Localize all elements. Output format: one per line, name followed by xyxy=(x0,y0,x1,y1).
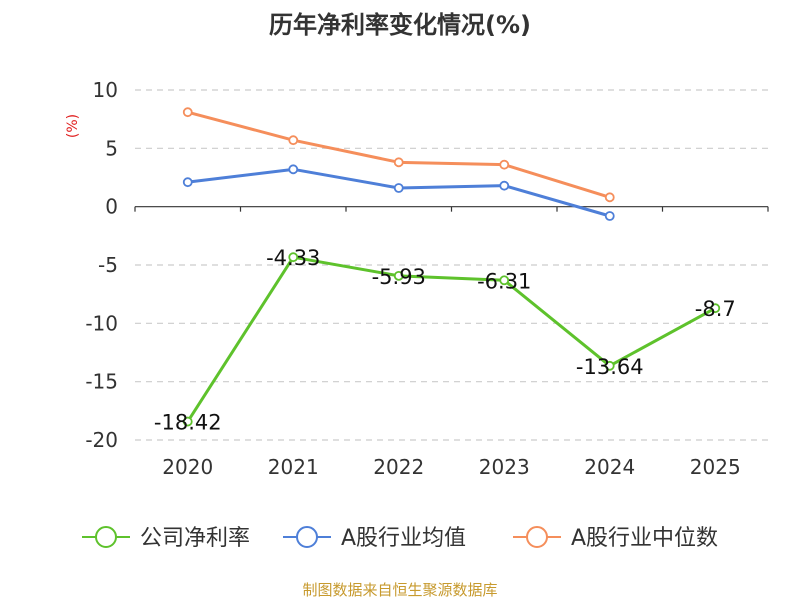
data-point-2-1 xyxy=(288,135,299,146)
data-label-2021: -4.33 xyxy=(266,246,320,270)
series-line-0 xyxy=(186,255,716,423)
x-tick-label-2022: 2022 xyxy=(373,455,424,479)
data-point-2-0 xyxy=(182,107,193,118)
legend-label: A股行业中位数 xyxy=(571,526,718,551)
data-point-2-3 xyxy=(499,159,510,170)
source-note: 制图数据来自恒生聚源数据库 xyxy=(302,581,497,599)
legend-swatch-circle xyxy=(526,526,548,548)
x-tick-label-2023: 2023 xyxy=(479,455,530,479)
legend-swatch-circle xyxy=(95,526,117,548)
legend[interactable]: 公司净利率 A股行业均值 A股行业中位数 xyxy=(82,526,718,551)
x-tick-label-2021: 2021 xyxy=(268,455,319,479)
legend-swatch-circle xyxy=(296,526,318,548)
data-labels: -18.42 -4.33 -5.93 -6.31 -13.64 -8.7 xyxy=(154,246,736,434)
data-point-1-2 xyxy=(393,183,404,193)
data-point-0-5 xyxy=(710,303,721,314)
grid-lines xyxy=(135,89,768,441)
data-point-0-4 xyxy=(604,360,615,371)
data-label-2024: -13.64 xyxy=(576,355,644,379)
data-point-2-2 xyxy=(393,157,404,168)
x-tick-label-2024: 2024 xyxy=(584,455,635,479)
data-point-0-0 xyxy=(182,416,193,427)
y-tick-label--5: -5 xyxy=(98,253,118,277)
data-label-2022: -5.93 xyxy=(372,265,426,289)
y-tick-label--15: -15 xyxy=(85,370,118,394)
data-label-2020: -18.42 xyxy=(154,411,222,435)
legend-item-2[interactable]: A股行业中位数 xyxy=(513,526,718,551)
data-point-1-1 xyxy=(288,164,299,175)
y-tick-labels: 10 5 0 -5 -10 -15 -20 xyxy=(85,78,118,452)
series-lines xyxy=(182,107,721,427)
y-tick-label--10: -10 xyxy=(85,311,118,335)
legend-item-0[interactable]: 公司净利率 xyxy=(82,526,250,551)
y-tick-label-0: 0 xyxy=(105,195,118,219)
data-point-1-0 xyxy=(182,177,193,188)
data-point-2-4 xyxy=(604,192,615,203)
legend-item-1[interactable]: A股行业均值 xyxy=(283,526,466,551)
x-tick-label-2025: 2025 xyxy=(690,455,741,479)
chart-title: 历年净利率变化情况(%) xyxy=(269,11,531,39)
data-point-1-4 xyxy=(604,211,615,221)
x-tick-label-2020: 2020 xyxy=(162,455,213,479)
legend-label: 公司净利率 xyxy=(140,526,250,551)
data-point-0-1 xyxy=(288,252,299,263)
y-axis-label: (%) xyxy=(65,114,81,138)
legend-label: A股行业均值 xyxy=(341,526,466,551)
data-label-2025: -8.7 xyxy=(695,297,736,321)
data-point-1-3 xyxy=(499,180,510,191)
axes xyxy=(134,206,769,212)
y-tick-label-10: 10 xyxy=(93,78,118,102)
data-point-0-3 xyxy=(499,275,510,286)
y-tick-label--20: -20 xyxy=(85,428,118,452)
y-tick-label-5: 5 xyxy=(105,136,118,160)
data-label-2023: -6.31 xyxy=(477,269,531,293)
data-point-0-2 xyxy=(393,270,404,281)
x-tick-labels: 2020 2021 2022 2023 2024 2025 xyxy=(162,455,740,479)
